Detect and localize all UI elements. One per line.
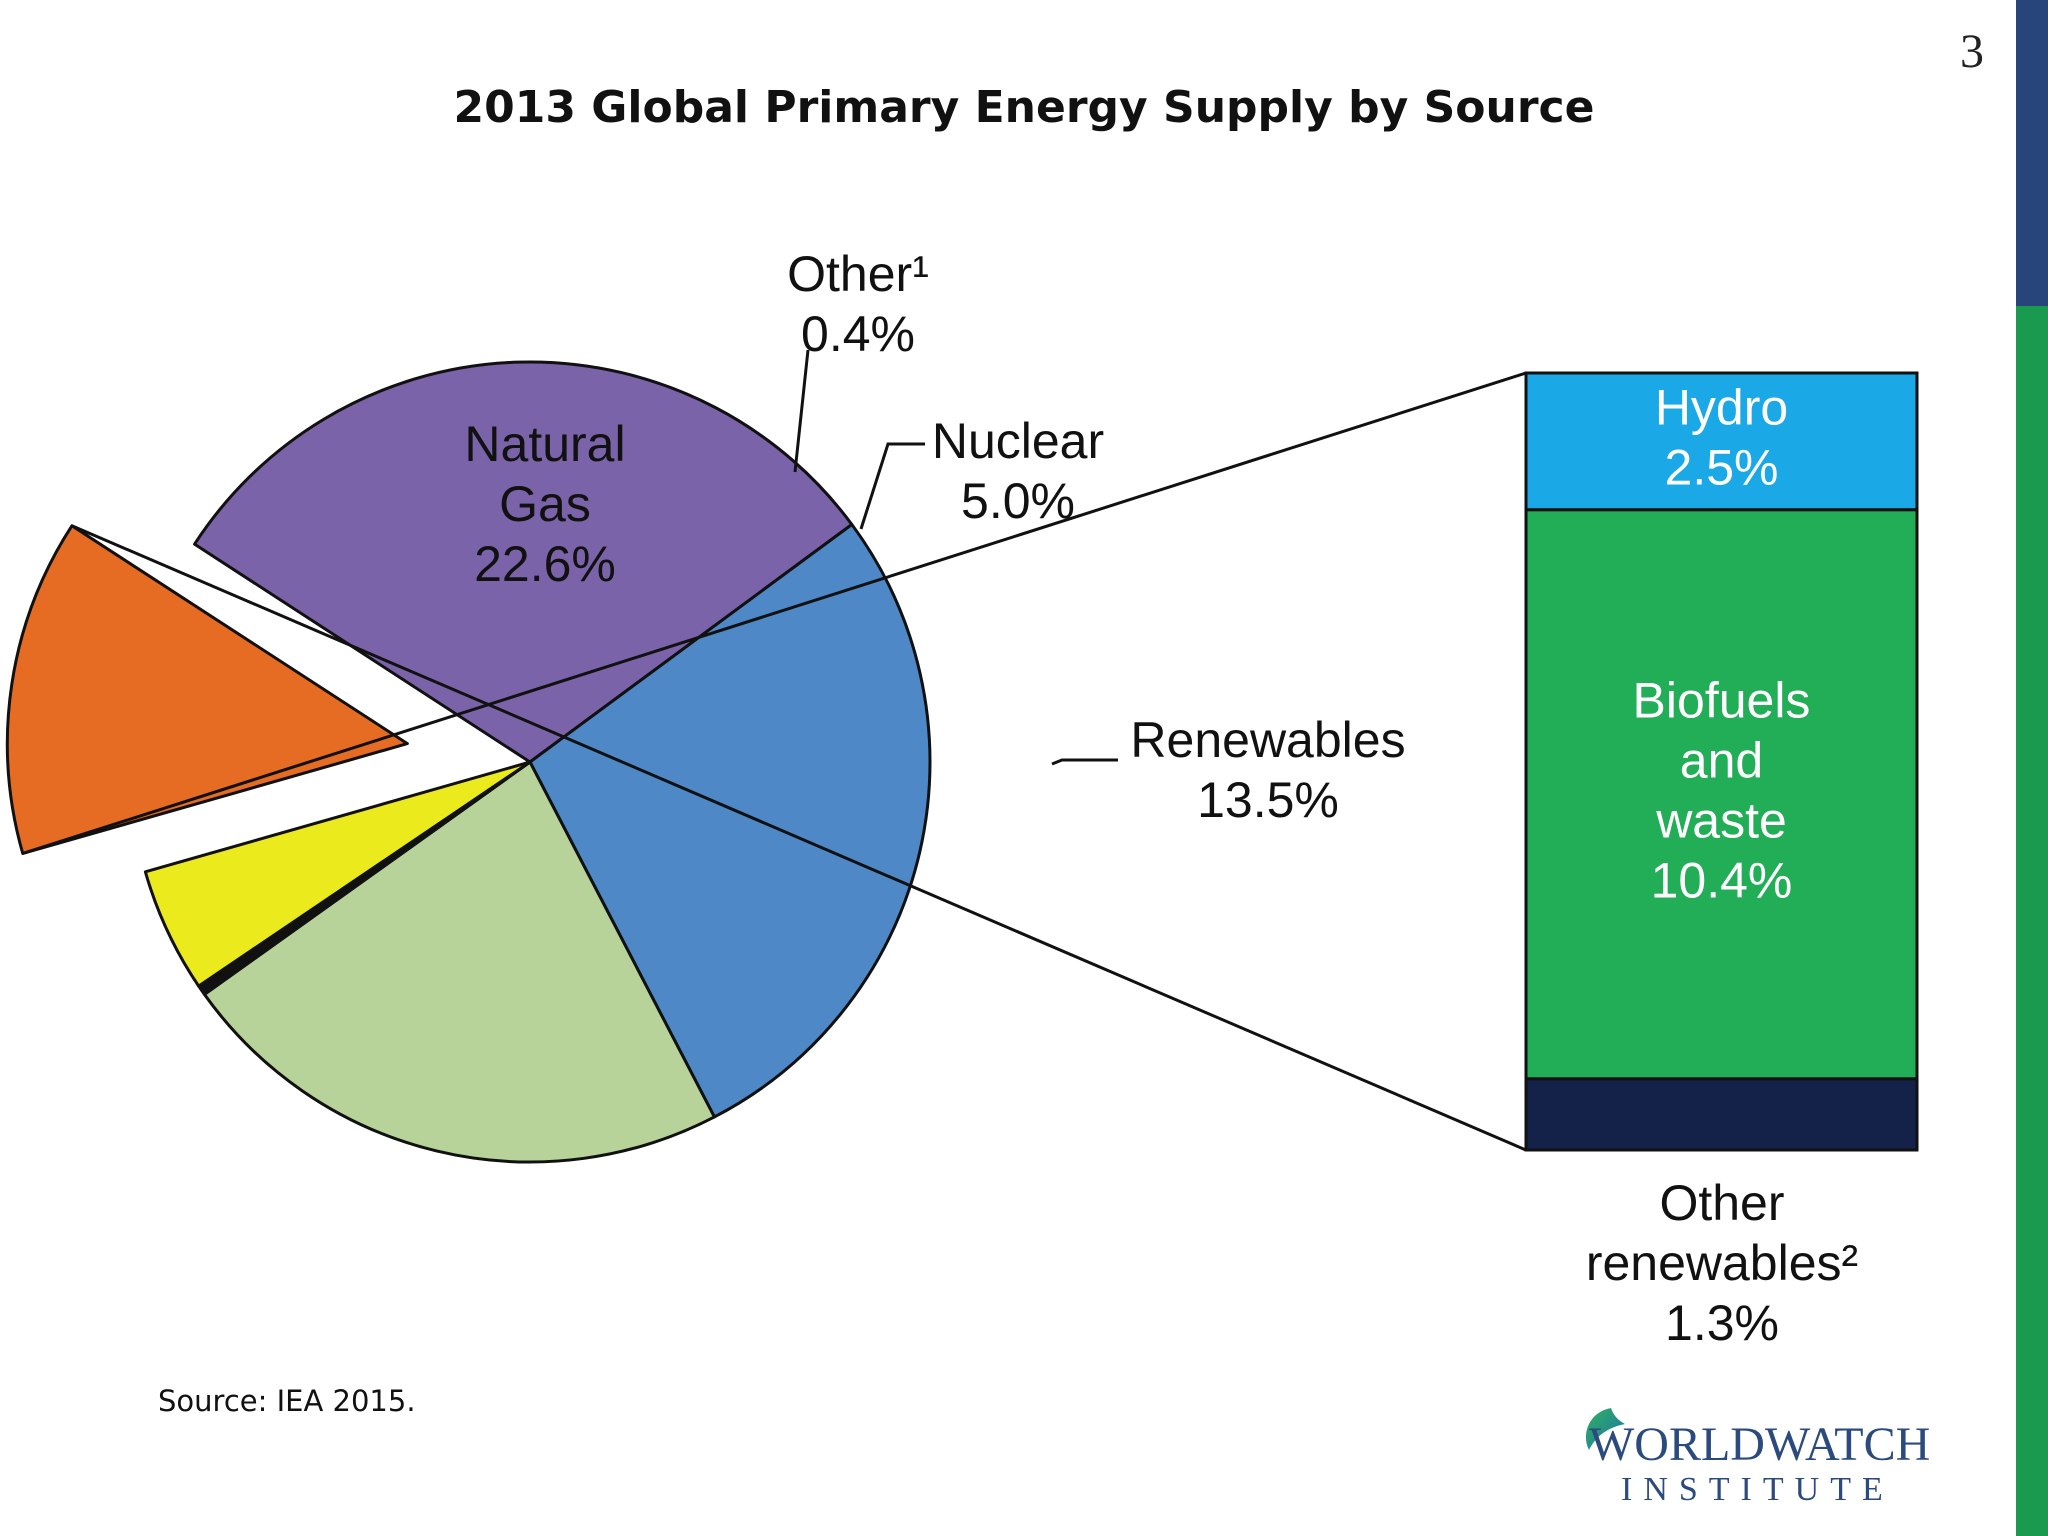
bar-segment-hydro [1524,371,1919,512]
leader-line-nuclear [859,442,925,530]
globe-icon [1585,1408,1625,1450]
chart-title: 2013 Global Primary Energy Supply by Sou… [453,82,1595,133]
logo-line1: WORLDWATCH [1589,1418,1930,1471]
accent-bar-bottom [2016,306,2048,1536]
pie-slice-nuclear [143,760,532,988]
slide-number: 3 [1960,25,1984,78]
logo-line2: INSTITUTE [1621,1471,1894,1508]
connector-line-top [22,371,1527,855]
segment-label-hydro: Hydro 2.5% [1655,380,1788,496]
segment-label-biofuels: Biofuels and waste 10.4% [1633,673,1811,909]
leader-line-renewables [1051,758,1118,766]
pie-slice-coal [193,360,854,764]
bar-segment-other-renewables [1524,1077,1919,1152]
segment-label-other-renewables: Other renewables² 1.3% [1586,1175,1858,1351]
bar-segment-biofuels [1524,508,1919,1081]
leader-line-other [793,349,810,473]
slice-label-nuclear: Nuclear 5.0% [932,413,1104,529]
pie-slice-oil [528,522,932,1119]
slice-label-renewables: Renewables 13.5% [1130,712,1405,828]
slice-label-other: Other¹ 0.4% [787,246,929,362]
worldwatch-logo: WORLDWATCH INSTITUTE [1585,1408,1930,1508]
pie-slice-renewables [5,524,409,855]
source-note: Source: IEA 2015. [158,1384,416,1418]
connector-line-bottom [71,524,1527,1152]
pie-slice-natural-gas [202,760,716,1164]
accent-bar-top [2016,0,2048,306]
slice-label-natural-gas: Natural Gas 22.6% [464,416,625,592]
